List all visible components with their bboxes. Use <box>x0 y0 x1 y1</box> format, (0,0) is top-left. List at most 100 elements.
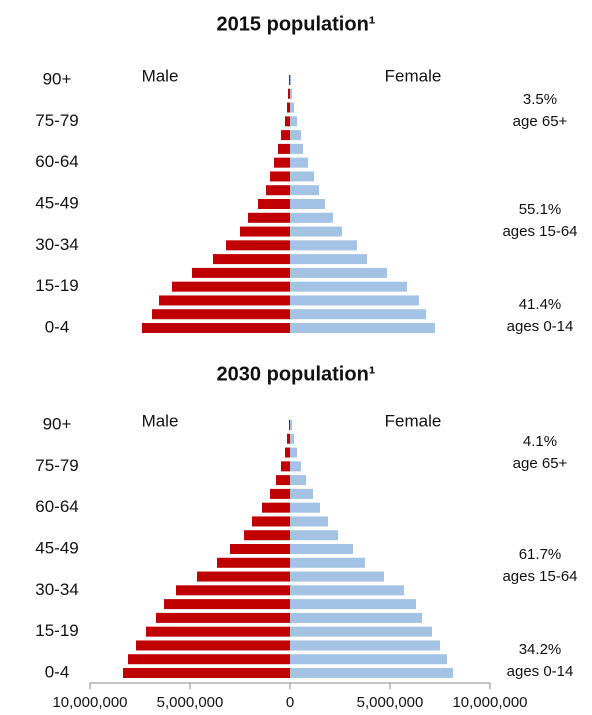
bar <box>152 309 290 320</box>
age-label: 75-79 <box>35 111 78 130</box>
age-label: 0-4 <box>45 317 70 336</box>
share-label: ages 15-64 <box>502 568 577 585</box>
bar <box>217 557 290 568</box>
bar <box>258 199 290 209</box>
bar <box>266 185 290 196</box>
bar <box>290 102 294 113</box>
bar <box>288 88 290 99</box>
x-tick-label: 10,000,000 <box>452 694 527 711</box>
bar <box>290 143 303 154</box>
x-tick-label: 10,000,000 <box>52 694 127 711</box>
chart-title: 2030 population¹ <box>217 363 376 385</box>
bar <box>244 530 290 541</box>
bar <box>281 461 290 472</box>
bar <box>290 199 325 209</box>
x-tick-label: 5,000,000 <box>157 694 224 711</box>
bar <box>290 640 440 651</box>
share-label: ages 0-14 <box>507 318 574 335</box>
bar <box>290 295 419 306</box>
age-label: 15-19 <box>35 276 78 295</box>
bar <box>290 612 422 623</box>
bar <box>290 267 387 278</box>
bar <box>290 544 353 554</box>
bar <box>176 585 290 596</box>
bar <box>290 447 297 458</box>
bar <box>290 212 333 223</box>
bar <box>276 475 290 486</box>
bar <box>136 640 290 651</box>
bar <box>290 75 291 85</box>
age-label: 45-49 <box>35 193 78 212</box>
share-value: 55.1% <box>519 201 562 218</box>
bar <box>290 475 306 486</box>
share-label: age 65+ <box>513 113 568 130</box>
age-label: 30-34 <box>35 580 78 599</box>
bar <box>290 157 308 168</box>
share-label: ages 15-64 <box>502 223 577 240</box>
legend-label: Male <box>142 66 179 85</box>
bar <box>285 116 290 127</box>
bar <box>289 75 290 85</box>
bar <box>290 530 338 541</box>
age-label: 15-19 <box>35 621 78 640</box>
bar <box>278 143 290 154</box>
legend-label: Male <box>142 411 179 430</box>
bar <box>289 420 290 430</box>
bar <box>197 571 290 582</box>
bar <box>128 654 290 665</box>
age-label: 60-64 <box>35 497 78 516</box>
age-label: 60-64 <box>35 152 78 171</box>
bar <box>290 88 292 99</box>
bar <box>192 267 290 278</box>
share-value: 41.4% <box>519 296 562 313</box>
bar <box>290 171 314 182</box>
bar <box>146 626 290 637</box>
bar <box>270 488 290 499</box>
bar <box>274 157 290 168</box>
bar <box>287 102 290 113</box>
bar <box>290 420 292 430</box>
legend-label: Female <box>385 411 442 430</box>
share-value: 3.5% <box>523 91 557 108</box>
bar <box>213 254 290 265</box>
bar <box>290 281 407 292</box>
bar <box>281 130 290 141</box>
bar <box>290 557 365 568</box>
bar <box>290 130 301 141</box>
x-tick-label: 5,000,000 <box>357 694 424 711</box>
share-label: ages 0-14 <box>507 663 574 680</box>
share-label: age 65+ <box>513 455 568 472</box>
bar <box>262 502 290 513</box>
bar <box>290 116 297 127</box>
age-label: 45-49 <box>35 538 78 557</box>
bar <box>290 309 426 320</box>
bar <box>164 599 290 610</box>
bar <box>290 571 384 582</box>
bar <box>290 585 404 596</box>
bar <box>290 254 367 265</box>
bar <box>290 626 432 637</box>
share-value: 4.1% <box>523 433 557 450</box>
bar <box>290 668 453 678</box>
x-tick-label: 0 <box>286 694 294 711</box>
bar <box>226 240 290 251</box>
share-value: 34.2% <box>519 641 562 658</box>
share-value: 61.7% <box>519 546 562 563</box>
bar <box>123 668 290 678</box>
age-label: 0-4 <box>45 662 70 681</box>
bar <box>156 612 290 623</box>
bar <box>290 240 357 251</box>
bar <box>290 654 447 665</box>
bar <box>230 544 290 554</box>
chart-title: 2015 population¹ <box>217 13 376 35</box>
bar <box>290 599 416 610</box>
age-label: 30-34 <box>35 235 78 254</box>
bar <box>285 447 290 458</box>
bar <box>290 488 313 499</box>
legend-label: Female <box>385 66 442 85</box>
bar <box>290 433 294 444</box>
bar <box>159 295 290 306</box>
bar <box>252 516 290 527</box>
bar <box>287 433 290 444</box>
